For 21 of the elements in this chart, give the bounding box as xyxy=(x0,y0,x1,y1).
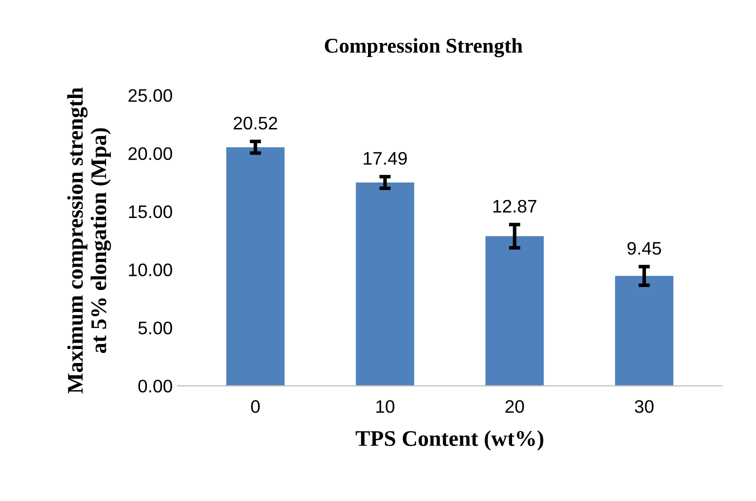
y-tick-label: 5.00 xyxy=(138,322,172,334)
y-tick-label: 20.00 xyxy=(128,147,172,160)
bar xyxy=(226,147,285,386)
data-label: 20.52 xyxy=(234,116,278,130)
x-axis-title: TPS Content (wt%) xyxy=(356,430,544,451)
x-tick-label: 0 xyxy=(251,400,260,413)
y-tick-label: 25.00 xyxy=(128,89,172,102)
y-tick-label: 0.00 xyxy=(138,380,172,392)
x-tick-label: 10 xyxy=(376,400,394,413)
chart-title: Compression Strength xyxy=(324,38,523,58)
bar xyxy=(615,276,674,386)
x-tick-label: 30 xyxy=(634,400,654,413)
data-label: 17.49 xyxy=(364,152,407,165)
x-tick-label: 20 xyxy=(505,400,524,413)
bar xyxy=(485,236,544,386)
data-label: 9.45 xyxy=(627,242,662,255)
bar xyxy=(356,182,414,386)
data-label: 12.87 xyxy=(493,200,536,213)
y-tick-label: 15.00 xyxy=(128,205,172,218)
y-axis-title: Maximum compression strength at 5% elongation (Mpa) xyxy=(67,88,111,394)
y-tick-label: 10.00 xyxy=(128,263,172,276)
